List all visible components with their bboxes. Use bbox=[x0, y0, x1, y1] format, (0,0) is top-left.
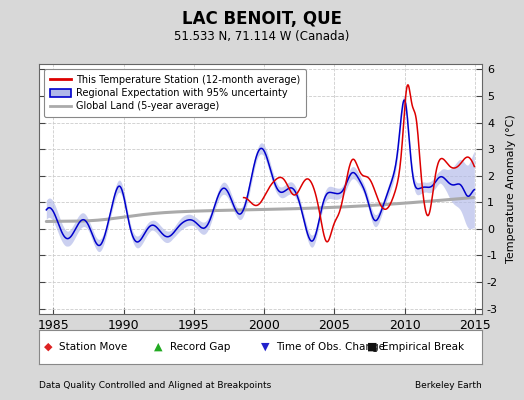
Text: ▼: ▼ bbox=[261, 342, 269, 352]
Text: Data Quality Controlled and Aligned at Breakpoints: Data Quality Controlled and Aligned at B… bbox=[39, 381, 271, 390]
Text: ■: ■ bbox=[367, 342, 377, 352]
Text: Station Move: Station Move bbox=[59, 342, 127, 352]
Text: ◆: ◆ bbox=[43, 342, 52, 352]
Text: Berkeley Earth: Berkeley Earth bbox=[416, 381, 482, 390]
Text: ▲: ▲ bbox=[155, 342, 163, 352]
Text: Time of Obs. Change: Time of Obs. Change bbox=[276, 342, 385, 352]
Y-axis label: Temperature Anomaly (°C): Temperature Anomaly (°C) bbox=[506, 115, 516, 263]
Legend: This Temperature Station (12-month average), Regional Expectation with 95% uncer: This Temperature Station (12-month avera… bbox=[44, 69, 307, 117]
Text: LAC BENOIT, QUE: LAC BENOIT, QUE bbox=[182, 10, 342, 28]
Text: Empirical Break: Empirical Break bbox=[383, 342, 465, 352]
Text: Record Gap: Record Gap bbox=[170, 342, 230, 352]
Text: 51.533 N, 71.114 W (Canada): 51.533 N, 71.114 W (Canada) bbox=[174, 30, 350, 43]
